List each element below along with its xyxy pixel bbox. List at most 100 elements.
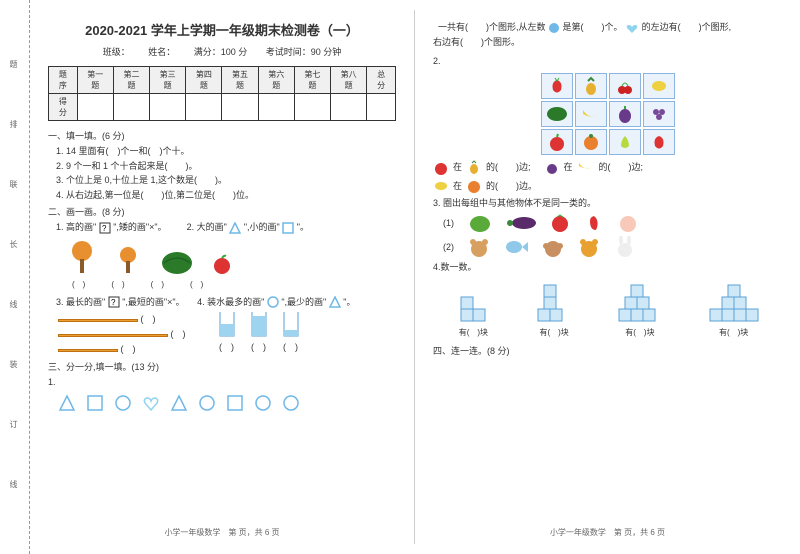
square-icon	[282, 222, 294, 234]
beaker-row: ( ) ( ) ( )	[216, 310, 302, 357]
heart-icon	[625, 22, 639, 34]
rabbit-icon	[614, 236, 636, 258]
group-1: (1)	[443, 213, 782, 233]
triangle-icon	[229, 222, 241, 234]
tree-icon	[114, 239, 142, 277]
question-mark-box-icon: ?	[99, 222, 111, 234]
eggplant-icon	[544, 159, 560, 175]
section-1-head: 一、填一填。(6 分)	[48, 129, 396, 142]
cube-stack: 有( )块	[453, 281, 493, 338]
tomato-icon	[550, 213, 570, 233]
q1-3: 3. 个位上是 0,十位上是 1,这个数是( )。	[48, 174, 396, 188]
section-3-head: 三、分一分,填一填。(13 分)	[48, 360, 396, 373]
fruit-position-2: 在 的( )边。	[433, 178, 782, 194]
section-4-head: 四、连一连。(8 分)	[433, 344, 782, 357]
shapes-question: 一共有( )个图形,从左数 是第( )个。 的左边有( )个图形,	[433, 21, 782, 35]
cherry-icon	[615, 76, 635, 96]
beaker-icon	[216, 310, 238, 338]
fruit-position-1: 在 的( )边; 在 的( )边;	[433, 159, 782, 175]
triangle-icon	[170, 394, 188, 412]
score-table: 题序 第一题 第二题 第三题 第四题 第五题 第六题 第七题 第八题 总分 得分	[48, 66, 396, 121]
apple-icon	[433, 159, 449, 175]
watermelon-icon	[160, 249, 194, 277]
apple-icon	[547, 132, 567, 152]
pencil-icon	[58, 334, 168, 337]
strawberry-icon	[547, 76, 567, 96]
question-mark-box-icon: ?	[108, 296, 120, 308]
circle-icon	[254, 394, 272, 412]
circle-filled-icon	[548, 22, 560, 34]
shapes-question-2: 右边有( )个图形。	[433, 36, 782, 50]
pepper-icon	[584, 213, 604, 233]
table-row: 题序 第一题 第二题 第三题 第四题 第五题 第六题 第七题 第八题 总分	[49, 67, 396, 94]
q4-label: 4.数一数。	[433, 261, 782, 275]
peach-icon	[618, 213, 638, 233]
grape-icon	[649, 104, 669, 124]
bear-icon	[468, 237, 490, 257]
cube-stack: 有( )块	[534, 281, 574, 338]
circle-icon	[282, 394, 300, 412]
fish-icon	[504, 238, 528, 256]
q1-1: 1. 14 里面有( )个一和( )个十。	[48, 145, 396, 159]
q1-4: 4. 从右边起,第一位是( )位,第二位是( )位。	[48, 189, 396, 203]
triangle-icon	[329, 296, 341, 308]
shapes-row	[58, 394, 396, 412]
triangle-icon	[58, 394, 76, 412]
q3-label: 3. 圈出每组中与其他物体不是同一类的。	[433, 197, 782, 211]
pencil-icon	[58, 349, 118, 352]
pineapple-icon	[466, 159, 482, 175]
pineapple-icon	[581, 76, 601, 96]
lettuce-icon	[468, 213, 492, 233]
cube-stack: 有( )块	[706, 281, 762, 338]
pencils-beakers: ( ) ( ) ( ) ( ) ( ) ( )	[48, 310, 396, 357]
page-footer: 小学一年级数学 第 页，共 6 页	[30, 527, 414, 538]
strawberry-icon	[649, 132, 669, 152]
exam-meta: 班级： 姓名： 满分：100 分 考试时间：90 分钟	[48, 45, 396, 58]
circle-icon	[114, 394, 132, 412]
cube-section: 有( )块 有( )块	[433, 281, 782, 338]
group-2: (2)	[443, 236, 782, 258]
banana-icon	[577, 160, 595, 174]
pear-icon	[615, 132, 635, 152]
apple-icon	[212, 253, 232, 277]
q3-1: 1.	[48, 376, 396, 390]
table-row: 得分	[49, 94, 396, 121]
left-column: 2020-2021 学年上学期一年级期末检测卷（一） 班级： 姓名： 满分：10…	[30, 10, 415, 544]
circle-icon	[267, 296, 279, 308]
right-column: 一共有( )个图形,从左数 是第( )个。 的左边有( )个图形, 右边有( )…	[415, 10, 800, 544]
orange-icon	[581, 132, 601, 152]
fruit-grid	[541, 73, 675, 155]
binding-margin: 题 排 联 长 线 装 订 线	[0, 0, 30, 554]
tiger-icon	[578, 237, 600, 257]
beaker-icon	[248, 310, 270, 338]
monkey-icon	[542, 237, 564, 257]
trees-row	[68, 239, 396, 277]
page-container: 2020-2021 学年上学期一年级期末检测卷（一） 班级： 姓名： 满分：10…	[0, 0, 800, 554]
cube-stack: 有( )块	[615, 281, 665, 338]
name-label: 姓名：	[148, 47, 175, 57]
pencil-icon	[58, 319, 138, 322]
q1-2: 2. 9 个一和 1 个十合起来是( )。	[48, 160, 396, 174]
lemon-icon	[649, 76, 669, 96]
beaker-icon	[280, 310, 302, 338]
q2-3: 3. 最长的画" ? ",最短的画"×"。 4. 装水最多的画" ",最少的画"…	[48, 296, 396, 310]
circle-icon	[198, 394, 216, 412]
orange-icon	[466, 178, 482, 194]
page-footer: 小学一年级数学 第 页，共 6 页	[415, 527, 800, 538]
bracket-row: ( ) ( ) ( ) ( )	[72, 279, 396, 290]
svg-text:?: ?	[111, 298, 116, 307]
tree-icon	[68, 239, 96, 277]
square-icon	[226, 394, 244, 412]
banana-icon	[580, 106, 602, 122]
class-label: 班级：	[103, 47, 130, 57]
eggplant-icon	[506, 215, 536, 231]
heart-icon	[142, 394, 160, 412]
square-icon	[86, 394, 104, 412]
svg-text:?: ?	[102, 224, 107, 233]
eggplant-icon	[615, 104, 635, 124]
q2-label: 2.	[433, 55, 782, 69]
fullscore-label: 满分：100 分	[194, 47, 248, 57]
q2-1: 1. 高的画" ? ",矮的画"×"。 2. 大的画" ",小的画" "。	[48, 221, 396, 235]
lemon-icon	[433, 178, 449, 194]
time-label: 考试时间：90 分钟	[266, 47, 342, 57]
